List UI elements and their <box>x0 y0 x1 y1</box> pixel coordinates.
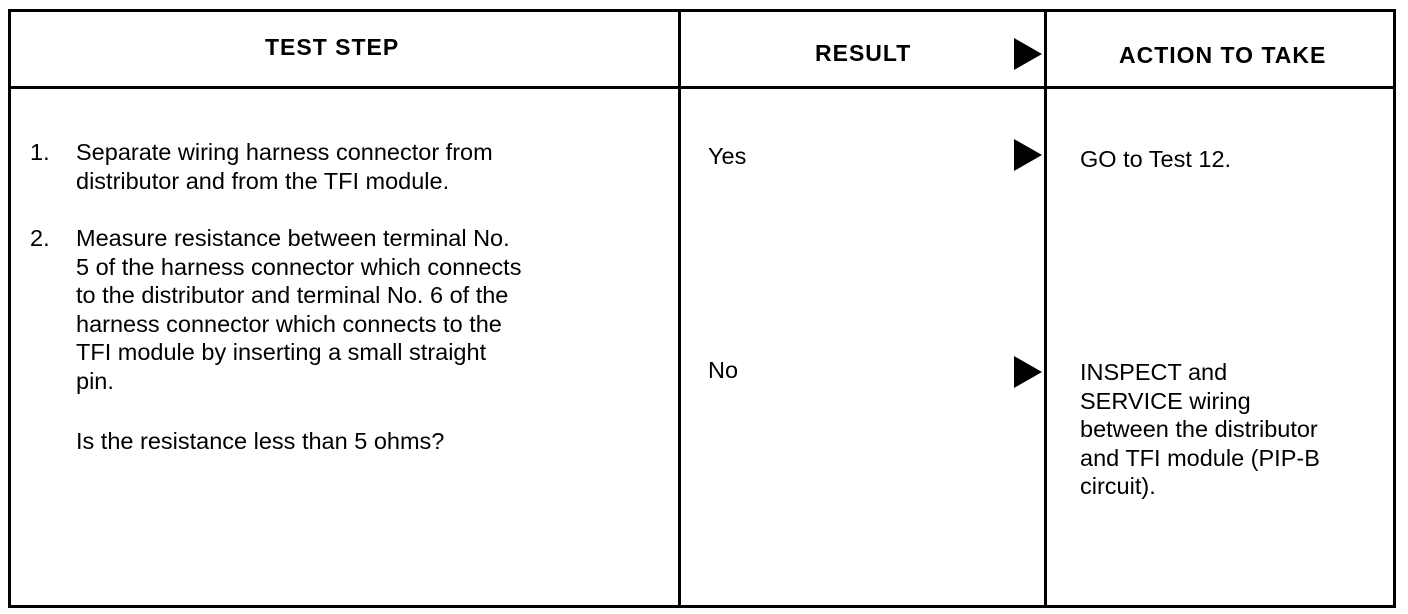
header-action: ACTION TO TAKE <box>1119 42 1327 68</box>
header-divider <box>8 86 1396 89</box>
step-line: Separate wiring harness connector from <box>76 139 493 165</box>
question: Is the resistance less than 5 ohms? <box>76 428 445 454</box>
step-line: TFI module by inserting a small straight <box>76 339 487 366</box>
table-border-left <box>8 9 11 608</box>
step-line: harness connector which connects to the <box>76 310 502 337</box>
step-line: pin. <box>76 367 114 394</box>
right-triangle-arrow-icon <box>1014 38 1042 70</box>
action-line: SERVICE wiring <box>1080 387 1251 414</box>
step-number: 2. <box>30 225 50 251</box>
right-triangle-arrow-icon <box>1014 356 1042 388</box>
step-line: to the distributor and terminal No. 6 of… <box>76 282 509 309</box>
step-number: 1. <box>30 139 50 165</box>
step-line: Measure resistance between terminal No. <box>76 225 510 251</box>
table-border-right <box>1393 9 1396 608</box>
column-divider-2 <box>1044 9 1047 608</box>
result-no: No <box>708 357 739 383</box>
right-triangle-arrow-icon <box>1014 139 1042 171</box>
action-line: and TFI module (PIP-B <box>1080 444 1320 471</box>
step-text: Measure resistance between terminal No. … <box>76 224 521 396</box>
table-border-bottom <box>8 605 1396 608</box>
step-line: 5 of the harness connector which connect… <box>76 253 522 280</box>
action-no: INSPECT and SERVICE wiring between the d… <box>1080 358 1320 501</box>
action-line: INSPECT and <box>1080 359 1228 385</box>
action-line: circuit). <box>1080 473 1156 500</box>
column-divider-1 <box>678 9 681 608</box>
step-text: Separate wiring harness connector from d… <box>76 138 493 195</box>
table-border-top <box>8 9 1396 12</box>
step-line: distributor and from the TFI module. <box>76 167 450 194</box>
header-test-step: TEST STEP <box>265 34 400 60</box>
action-line: between the distributor <box>1080 416 1318 443</box>
action-yes: GO to Test 12. <box>1080 146 1232 172</box>
result-yes: Yes <box>708 143 747 169</box>
header-result: RESULT <box>815 40 912 66</box>
